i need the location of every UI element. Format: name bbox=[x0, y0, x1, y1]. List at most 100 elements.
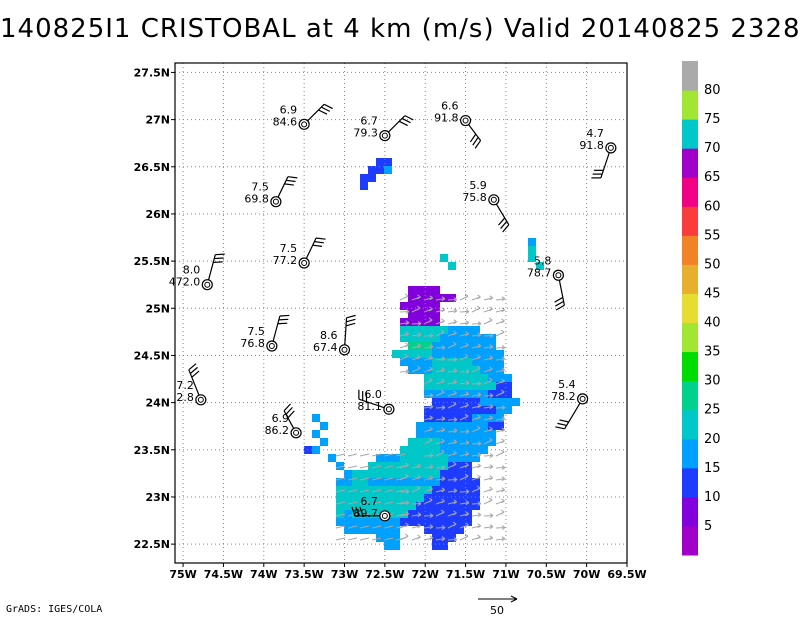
wind-vector-head bbox=[501, 525, 506, 530]
wind-barb-flag bbox=[355, 506, 360, 517]
swath-cell bbox=[424, 310, 432, 318]
swath-cell bbox=[456, 334, 464, 342]
wind-vector-head bbox=[452, 461, 457, 467]
axis-ticks: 75W 74.5W 74W 73.5W 73W 72.5W 72W 71.5W 71W 70.5W… bbox=[134, 66, 647, 581]
swath-cell bbox=[368, 166, 376, 174]
swath-cell bbox=[432, 318, 440, 326]
swath-cell bbox=[424, 414, 432, 422]
station-circle-outer bbox=[266, 340, 278, 352]
swath-cell bbox=[472, 334, 480, 342]
wind-vector-head bbox=[465, 391, 469, 397]
wind-vector-head bbox=[489, 355, 493, 361]
swath-cell bbox=[448, 502, 456, 510]
wind-vector bbox=[395, 537, 406, 541]
wind-vector bbox=[335, 453, 346, 457]
swath-cell bbox=[448, 422, 456, 430]
swath-cell bbox=[488, 430, 496, 438]
wind-barb-flag bbox=[404, 115, 414, 121]
wind-vector-head bbox=[453, 439, 457, 445]
wind-vector-head bbox=[501, 487, 505, 493]
station-direction-label: 67.4 bbox=[313, 341, 338, 354]
wind-vector-head bbox=[440, 449, 445, 455]
swath-cell bbox=[448, 438, 456, 446]
station-speed-label: 6.6 bbox=[441, 100, 459, 113]
swath-cell bbox=[432, 342, 440, 350]
swath-cell bbox=[360, 526, 368, 534]
swath-cell bbox=[432, 534, 440, 542]
station-plot: 7.577.2 bbox=[273, 237, 326, 269]
wind-vector-head bbox=[405, 462, 409, 468]
swath-cell bbox=[464, 502, 472, 510]
swath-cell bbox=[448, 382, 456, 390]
swath-cell bbox=[528, 246, 536, 254]
wind-vector-head bbox=[489, 475, 493, 481]
swath-cell bbox=[536, 262, 544, 270]
wind-vector-head bbox=[441, 318, 445, 324]
colorbar-segment bbox=[682, 206, 698, 236]
swath-cell bbox=[408, 358, 416, 366]
station-speed-label: 6.7 bbox=[360, 495, 378, 508]
station-plot: 7.576.8 bbox=[240, 314, 290, 352]
wind-vector-head bbox=[441, 525, 446, 530]
wind-vector-head bbox=[441, 367, 445, 373]
wind-vector-head bbox=[441, 498, 445, 504]
swath-cell bbox=[448, 358, 456, 366]
wind-vector-head bbox=[441, 465, 446, 470]
swath-cell bbox=[392, 518, 400, 526]
wind-vector-head bbox=[465, 320, 470, 326]
swath-cell bbox=[408, 350, 416, 358]
swath-cell bbox=[440, 374, 448, 382]
y-tick-label: 26.5N bbox=[134, 161, 170, 174]
swath-cell bbox=[440, 542, 448, 550]
wind-barb-flag bbox=[500, 220, 508, 229]
colorbar-segment bbox=[682, 525, 698, 556]
wind-barb-flag bbox=[189, 366, 198, 374]
swath-cell bbox=[360, 502, 368, 510]
swath-cell bbox=[440, 510, 448, 518]
wind-vector-head bbox=[477, 474, 481, 480]
vector-scale-label: 50 bbox=[490, 604, 504, 617]
wind-vector bbox=[347, 453, 358, 457]
swath-cell bbox=[496, 406, 504, 414]
station-circle-inner bbox=[197, 396, 204, 403]
swath-cell bbox=[448, 494, 456, 502]
station-circle-outer bbox=[459, 114, 472, 127]
swath-cell bbox=[464, 374, 472, 382]
swath-cell bbox=[480, 350, 488, 358]
wind-vector bbox=[383, 477, 394, 481]
wind-vector-head bbox=[429, 535, 433, 541]
station-speed-label: 6.9 bbox=[272, 412, 290, 425]
swath-cell bbox=[440, 342, 448, 350]
swath-cell bbox=[464, 470, 472, 478]
wind-vector bbox=[395, 453, 406, 457]
station-plot: 7.569.8 bbox=[244, 176, 298, 208]
wind-vector-head bbox=[476, 425, 481, 431]
swath-cell bbox=[504, 374, 512, 382]
wind-vector bbox=[471, 454, 481, 457]
wind-vector bbox=[483, 406, 493, 409]
swath-cell bbox=[432, 294, 440, 302]
wind-vector-head bbox=[417, 463, 421, 469]
swath-cell bbox=[440, 494, 448, 502]
wind-vector bbox=[371, 477, 382, 481]
swath-cell bbox=[440, 406, 448, 414]
swath-cell bbox=[440, 382, 448, 390]
swath-cell bbox=[416, 478, 424, 486]
wind-barb-flag bbox=[502, 224, 510, 233]
wind-vector-head bbox=[417, 534, 421, 540]
swath-cell bbox=[456, 486, 464, 494]
swath-cell bbox=[432, 422, 440, 430]
swath-cell bbox=[312, 430, 320, 438]
wind-vector bbox=[359, 537, 370, 541]
station-speed-label: 6.9 bbox=[280, 103, 298, 116]
wind-barb-flag bbox=[285, 406, 293, 415]
wind-vector bbox=[435, 478, 445, 481]
wind-vector bbox=[483, 466, 493, 469]
wind-vector-head bbox=[453, 368, 458, 374]
swath-cell bbox=[376, 502, 384, 510]
swath-cell bbox=[448, 414, 456, 422]
swath-cell bbox=[344, 502, 352, 510]
swath-cell bbox=[464, 350, 472, 358]
swath-cell bbox=[472, 398, 480, 406]
colorbar-label: 50 bbox=[704, 257, 721, 272]
